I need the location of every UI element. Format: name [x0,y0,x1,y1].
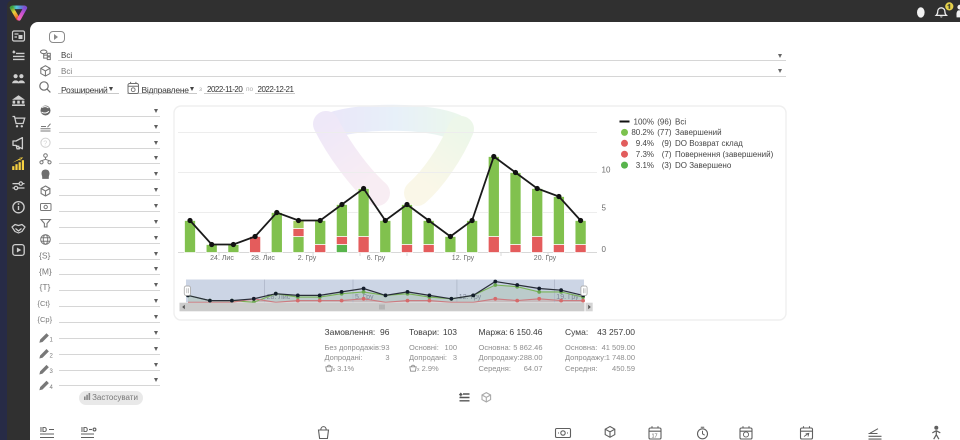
svg-text:(7): (7) [662,150,672,159]
svg-text:7.3%: 7.3% [636,150,654,159]
svg-text:10: 10 [602,166,611,175]
svg-text:6. Гру: 6. Гру [367,255,386,262]
svg-text:ID: ID [40,427,47,434]
svg-text:{T}: {T} [40,282,51,292]
svg-text:17: 17 [652,434,658,440]
svg-text:Всі: Всі [675,117,686,126]
svg-text:(96): (96) [657,117,672,126]
svg-text:Повернення (завершений): Повернення (завершений) [675,150,774,159]
svg-text:100%: 100% [634,117,654,126]
svg-text:DO Завершено: DO Завершено [675,161,732,170]
svg-text:{S}: {S} [39,251,51,261]
svg-text:28. Лис: 28. Лис [251,255,275,262]
svg-text:19. Гру: 19. Гру [556,294,579,301]
svg-text:3: 3 [50,369,54,375]
svg-text:2: 2 [50,353,54,359]
svg-text:2. Гру: 2. Гру [298,255,317,262]
svg-text:20. Гру: 20. Гру [534,255,557,262]
svg-text:1: 1 [50,338,54,344]
svg-text:?: ? [43,141,47,148]
svg-text:{M}: {M} [39,266,52,276]
svg-text:12. Гру: 12. Гру [452,255,475,262]
svg-text:(9): (9) [662,139,672,148]
svg-text:ID: ID [81,427,88,434]
svg-text:Завершений: Завершений [675,128,722,137]
svg-text:9.4%: 9.4% [636,139,654,148]
svg-text:28. Лис: 28. Лис [267,294,291,301]
svg-text:0: 0 [602,245,607,254]
svg-text:4: 4 [50,385,54,391]
svg-text:DO Возврат склад: DO Возврат склад [675,139,743,148]
svg-text:{Cp}: {Cp} [38,315,53,324]
svg-text:12. Гру: 12. Гру [459,294,482,301]
svg-text:(3): (3) [662,161,672,170]
svg-text:{Ct}: {Ct} [38,299,51,308]
svg-text:5: 5 [602,204,607,213]
svg-text:24. Лис: 24. Лис [210,255,234,262]
svg-text:80.2%: 80.2% [631,128,654,137]
svg-text:3.1%: 3.1% [636,161,654,170]
svg-text:(77): (77) [657,128,672,137]
